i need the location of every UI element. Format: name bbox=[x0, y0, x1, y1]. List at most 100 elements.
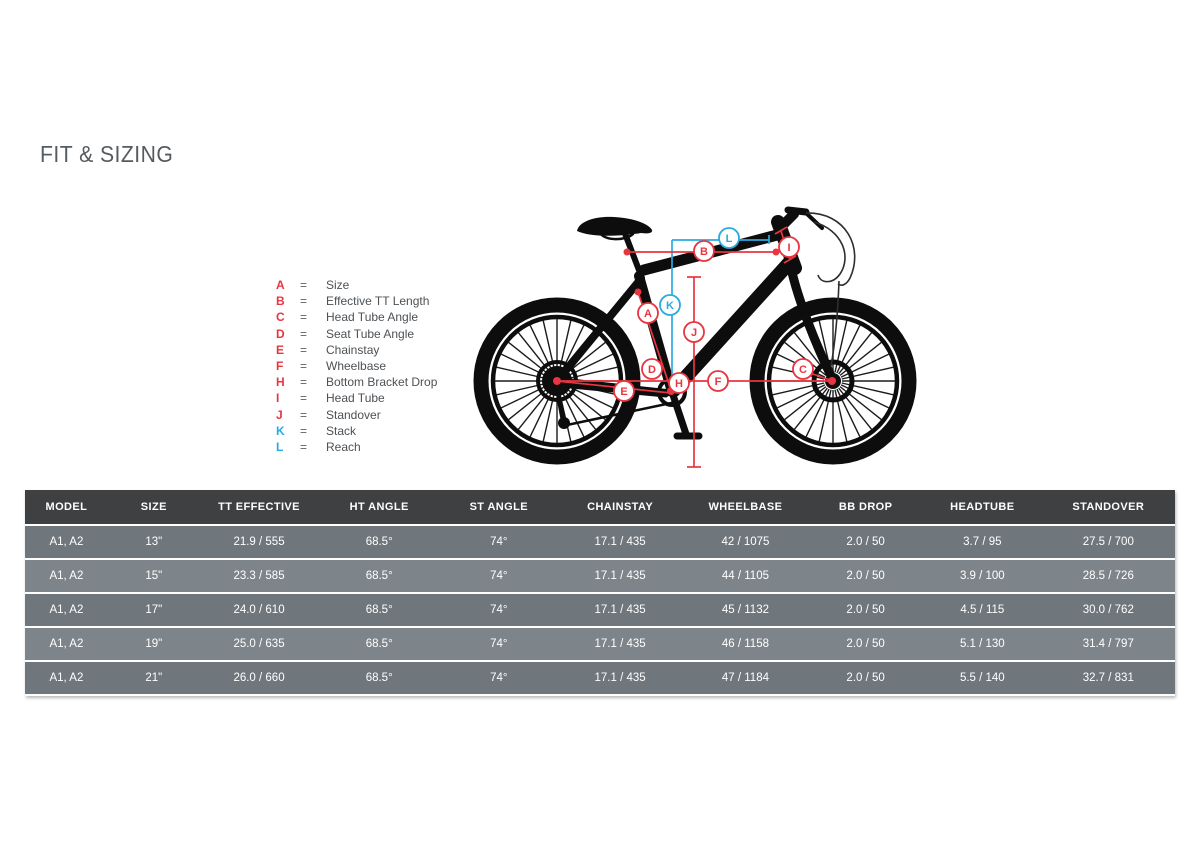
svg-text:D: D bbox=[648, 364, 656, 376]
legend-row: I = Head Tube bbox=[270, 390, 437, 406]
legend-label: Bottom Bracket Drop bbox=[326, 375, 438, 390]
cell-tt-effective: 21.9 / 555 bbox=[199, 526, 319, 558]
legend-label: Stack bbox=[326, 423, 357, 438]
callout-L: L bbox=[718, 227, 740, 249]
table-header-row: MODEL SIZE TT EFFECTIVE HT ANGLE ST ANGL… bbox=[25, 490, 1175, 524]
cell-standover: 27.5 / 700 bbox=[1041, 526, 1175, 558]
svg-text:F: F bbox=[715, 376, 722, 388]
cell-headtube: 5.1 / 130 bbox=[923, 628, 1042, 660]
cell-size: 17" bbox=[107, 594, 200, 626]
cell-size: 13" bbox=[107, 526, 200, 558]
column-header-size: SIZE bbox=[107, 490, 200, 524]
seatstay-tube bbox=[553, 276, 644, 385]
column-header-st-angle: ST ANGLE bbox=[440, 490, 558, 524]
cell-tt-effective: 26.0 / 660 bbox=[199, 662, 319, 694]
cell-headtube: 4.5 / 115 bbox=[923, 594, 1042, 626]
svg-text:C: C bbox=[799, 364, 807, 376]
legend-letter: L bbox=[276, 439, 284, 454]
cell-ht-angle: 68.5° bbox=[318, 662, 441, 694]
fork bbox=[786, 263, 837, 383]
legend-equals: = bbox=[300, 407, 308, 422]
head-tube-bottom-tick bbox=[783, 255, 797, 264]
cell-ht-angle: 68.5° bbox=[318, 594, 441, 626]
legend-label: Reach bbox=[326, 439, 361, 454]
legend-label: Standover bbox=[326, 407, 381, 422]
brake-cable bbox=[813, 221, 846, 283]
front-brake-hose bbox=[830, 280, 840, 367]
legend-label: Seat Tube Angle bbox=[326, 326, 415, 341]
legend-letter: B bbox=[276, 294, 285, 309]
cell-standover: 28.5 / 726 bbox=[1041, 560, 1175, 592]
column-header-chainstay: CHAINSTAY bbox=[557, 490, 683, 524]
legend-equals: = bbox=[300, 310, 308, 325]
cell-standover: 31.4 / 797 bbox=[1041, 628, 1175, 660]
legend-equals: = bbox=[300, 326, 308, 341]
stem bbox=[774, 209, 799, 234]
legend-row: J = Standover bbox=[270, 407, 437, 423]
legend-equals: = bbox=[300, 375, 308, 390]
legend-label: Effective TT Length bbox=[326, 294, 430, 309]
cell-wheelbase: 46 / 1158 bbox=[682, 628, 809, 660]
geometry-legend: A = Size B = Effective TT Length C = Head Tube… bbox=[270, 277, 437, 455]
legend-label: Head Tube Angle bbox=[326, 310, 419, 325]
legend-label: Head Tube bbox=[326, 391, 385, 406]
cell-st-angle: 74° bbox=[440, 560, 558, 592]
cell-tt-effective: 24.0 / 610 bbox=[199, 594, 319, 626]
cell-wheelbase: 42 / 1075 bbox=[682, 526, 809, 558]
legend-equals: = bbox=[300, 439, 308, 454]
svg-text:B: B bbox=[700, 246, 708, 258]
cell-model: A1, A2 bbox=[25, 526, 108, 558]
svg-text:A: A bbox=[644, 308, 652, 320]
callout-E: E bbox=[613, 380, 635, 402]
legend-letter: C bbox=[276, 310, 285, 325]
geometry-table-container: MODEL SIZE TT EFFECTIVE HT ANGLE ST ANGL… bbox=[25, 490, 1175, 696]
cell-model: A1, A2 bbox=[25, 560, 108, 592]
cell-wheelbase: 47 / 1184 bbox=[682, 662, 809, 694]
legend-letter: K bbox=[276, 423, 285, 438]
cell-tt-effective: 25.0 / 635 bbox=[199, 628, 319, 660]
callout-I: I bbox=[778, 236, 800, 258]
svg-text:I: I bbox=[787, 242, 790, 254]
callout-F: F bbox=[707, 370, 729, 392]
table-row: A1, A2 13" 21.9 / 555 68.5° 74° 17.1 / 435 42 … bbox=[25, 526, 1175, 558]
table-row: A1, A2 15" 23.3 / 585 68.5° 74° 17.1 / 435 44 … bbox=[25, 560, 1175, 592]
legend-label: Chainstay bbox=[326, 342, 380, 357]
handlebar bbox=[784, 206, 810, 216]
cell-model: A1, A2 bbox=[25, 628, 108, 660]
page-title: FIT & SIZING bbox=[40, 141, 174, 167]
cell-headtube: 3.9 / 100 bbox=[923, 560, 1042, 592]
chain-top bbox=[558, 384, 668, 398]
cell-size: 21" bbox=[107, 662, 200, 694]
legend-label: Wheelbase bbox=[326, 359, 387, 374]
cell-bb-drop: 2.0 / 50 bbox=[808, 662, 924, 694]
cell-st-angle: 74° bbox=[440, 628, 558, 660]
cell-chainstay: 17.1 / 435 bbox=[557, 594, 683, 626]
cell-chainstay: 17.1 / 435 bbox=[557, 628, 683, 660]
callout-J: J bbox=[683, 321, 705, 343]
legend-row: A = Size bbox=[270, 277, 437, 293]
table-row: A1, A2 19" 25.0 / 635 68.5° 74° 17.1 / 435 46 … bbox=[25, 628, 1175, 660]
cell-bb-drop: 2.0 / 50 bbox=[808, 594, 924, 626]
cell-size: 15" bbox=[107, 560, 200, 592]
cell-st-angle: 74° bbox=[440, 526, 558, 558]
cell-bb-drop: 2.0 / 50 bbox=[808, 628, 924, 660]
head-tube-top-tick bbox=[774, 226, 788, 235]
legend-row: D = Seat Tube Angle bbox=[270, 326, 437, 342]
legend-row: E = Chainstay bbox=[270, 342, 437, 358]
cell-chainstay: 17.1 / 435 bbox=[557, 560, 683, 592]
cell-headtube: 5.5 / 140 bbox=[923, 662, 1042, 694]
cell-chainstay: 17.1 / 435 bbox=[557, 662, 683, 694]
legend-equals: = bbox=[300, 391, 308, 406]
legend-letter: F bbox=[276, 359, 284, 374]
cell-ht-angle: 68.5° bbox=[318, 560, 441, 592]
cell-st-angle: 74° bbox=[440, 662, 558, 694]
legend-letter: D bbox=[276, 326, 285, 341]
column-header-tt-effective: TT EFFECTIVE bbox=[199, 490, 319, 524]
legend-equals: = bbox=[300, 359, 308, 374]
cell-wheelbase: 44 / 1105 bbox=[682, 560, 809, 592]
saddle bbox=[577, 216, 653, 236]
svg-text:J: J bbox=[691, 327, 697, 339]
cell-wheelbase: 45 / 1132 bbox=[682, 594, 809, 626]
callout-K: K bbox=[659, 294, 681, 316]
